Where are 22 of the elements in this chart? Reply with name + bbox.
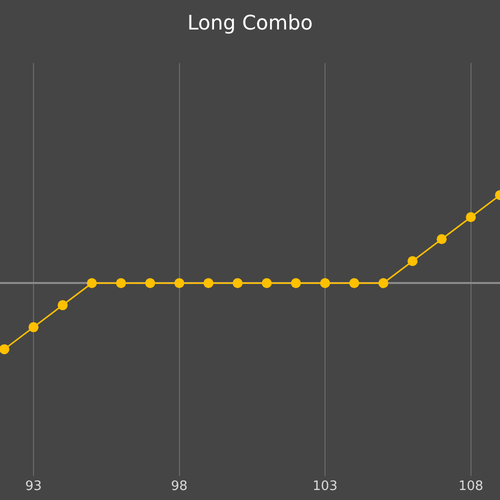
point — [378, 278, 388, 288]
point — [174, 278, 184, 288]
point — [408, 256, 418, 266]
point — [58, 300, 68, 310]
x-tick-label: 98 — [171, 479, 188, 494]
point — [466, 212, 476, 222]
point — [86, 278, 97, 288]
point — [116, 278, 126, 288]
point — [203, 278, 214, 288]
point — [28, 322, 39, 332]
x-tick-label: 103 — [312, 479, 338, 494]
chart-title: Long Combo — [187, 10, 313, 34]
point — [232, 278, 243, 288]
point — [262, 278, 272, 288]
point — [0, 344, 10, 354]
point — [145, 278, 156, 288]
point — [349, 278, 360, 288]
point — [436, 234, 447, 244]
point — [320, 278, 330, 288]
x-tick-label: 93 — [25, 479, 42, 494]
x-tick-label: 108 — [458, 479, 484, 494]
point — [290, 278, 301, 288]
